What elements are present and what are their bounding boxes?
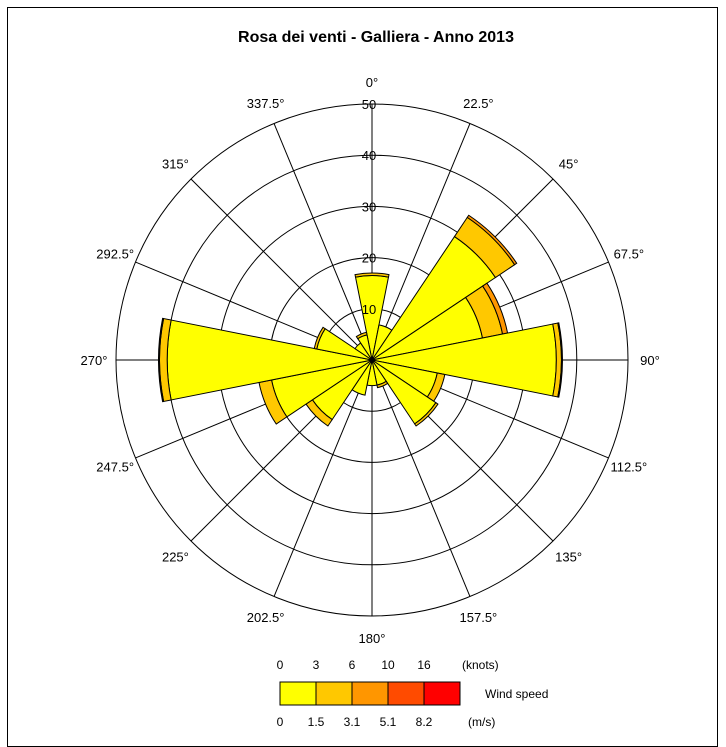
legend-ms-label: 3.1 [344, 715, 361, 729]
radial-tick-label: 10 [362, 302, 376, 317]
legend-knots-unit: (knots) [462, 658, 499, 672]
radial-tick-label: 20 [362, 251, 376, 266]
wind-petals [158, 214, 563, 427]
direction-label: 337.5° [247, 96, 285, 111]
legend-caption: Wind speed [485, 687, 548, 701]
legend-ms-label: 1.5 [308, 715, 325, 729]
legend-ms-label: 8.2 [416, 715, 433, 729]
legend-knots-label: 6 [349, 658, 356, 672]
petal-45-class-2 [466, 214, 518, 266]
direction-label: 22.5° [463, 96, 494, 111]
legend-knots-label: 0 [277, 658, 284, 672]
chart-title: Rosa dei venti - Galliera - Anno 2013 [238, 29, 514, 46]
legend-knots-label: 16 [417, 658, 431, 672]
radial-tick-label: 40 [362, 148, 376, 163]
petal-292.5-class-1 [313, 326, 326, 350]
wind-speed-legend: 0 3 6 10 16 (knots) 0 1.5 3.1 5.1 8.2 (m/s) Wind spe… [277, 658, 549, 729]
petal-90-class-2 [557, 322, 563, 398]
direction-label: 225° [162, 550, 189, 565]
petal-270-class-2 [158, 317, 165, 403]
petal-157.5-class-1 [376, 380, 389, 389]
direction-label: 202.5° [247, 610, 285, 625]
legend-knots-label: 3 [313, 658, 320, 672]
direction-label: 270° [81, 353, 108, 368]
legend-ms-unit: (m/s) [468, 715, 495, 729]
radial-tick-label: 30 [362, 199, 376, 214]
direction-label: 0° [366, 75, 378, 90]
direction-label: 135° [555, 550, 582, 565]
spoke-line [273, 123, 373, 361]
spoke-line [371, 123, 471, 361]
direction-label: 90° [640, 353, 660, 368]
spoke-line [273, 359, 373, 597]
direction-label: 112.5° [610, 459, 647, 474]
direction-label: 67.5° [614, 247, 645, 262]
legend-swatch-1 [315, 681, 353, 706]
spoke-line [190, 178, 373, 361]
direction-label: 292.5° [96, 247, 134, 262]
direction-label: 247.5° [96, 459, 134, 474]
petal-0-class-1 [354, 272, 390, 278]
legend-swatch-0 [279, 681, 317, 706]
direction-label: 45° [559, 156, 579, 171]
radial-tick-label: 50 [362, 97, 376, 112]
spoke-line [371, 359, 471, 597]
direction-label: 180° [359, 631, 386, 646]
legend-ms-label: 0 [277, 715, 284, 729]
radial-tick-labels: 10 20 30 40 50 [362, 97, 376, 317]
legend-knots-label: 10 [381, 658, 395, 672]
direction-labels: 0° 22.5° 45° 67.5° 90° 112.5° 135° 157.5° 180° 20… [81, 75, 660, 646]
legend-ms-label: 5.1 [380, 715, 397, 729]
petal-337.5-class-1 [355, 331, 368, 340]
direction-label: 315° [162, 156, 189, 171]
legend-swatch-4 [423, 681, 461, 706]
petal-135-class-1 [413, 401, 439, 427]
direction-label: 157.5° [460, 610, 498, 625]
legend-swatch-3 [387, 681, 425, 706]
legend-swatch-2 [351, 681, 389, 706]
